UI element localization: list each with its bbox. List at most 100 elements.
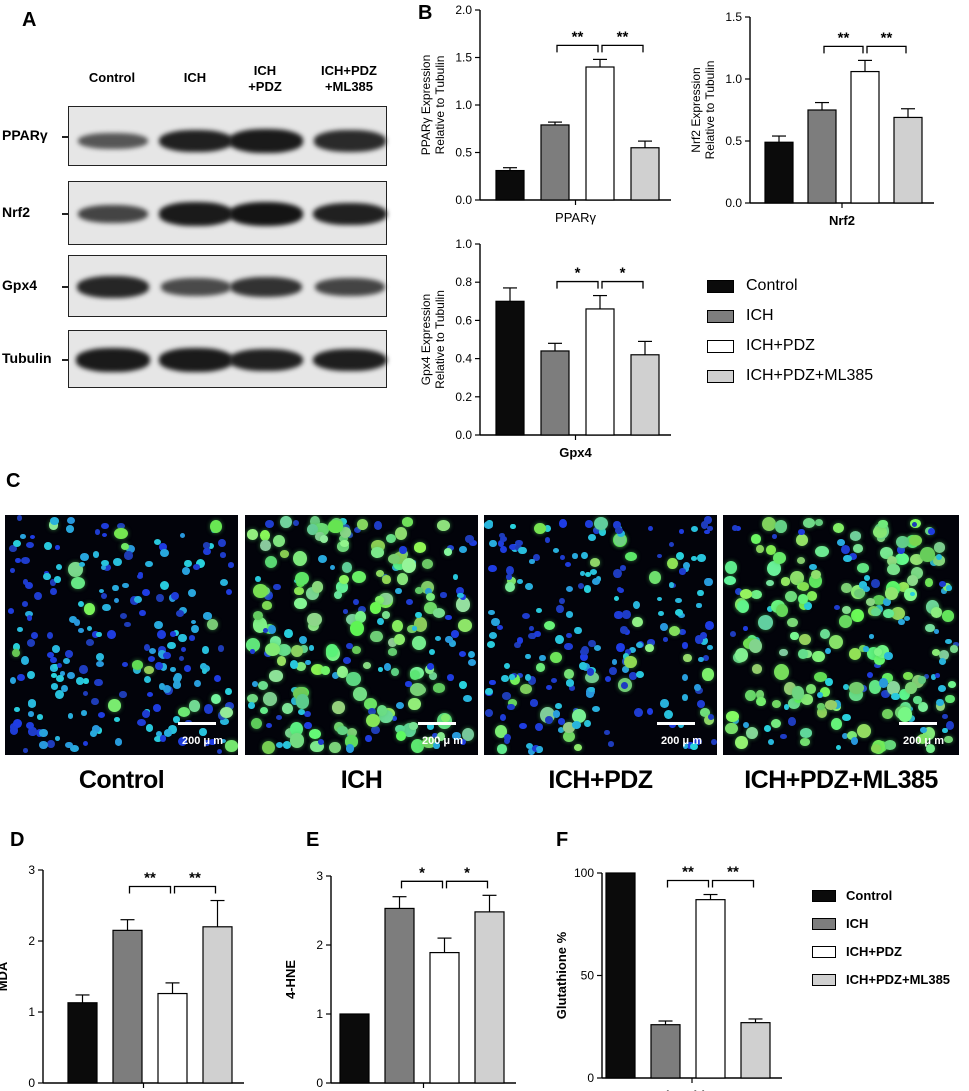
cell-nucleus [898, 707, 912, 722]
cell-nucleus [816, 702, 825, 711]
cell-nucleus [535, 607, 543, 614]
cell-nucleus [584, 520, 594, 528]
micrograph-title: ICH+PDZ+ML385 [744, 766, 938, 794]
cell-nucleus [124, 551, 133, 560]
cell-nucleus [878, 678, 888, 688]
cell-nucleus [257, 681, 268, 691]
cell-nucleus [265, 556, 278, 569]
cell-nucleus [619, 626, 629, 635]
cell-nucleus [70, 744, 79, 753]
cell-nucleus [552, 547, 559, 553]
cell-nucleus [647, 525, 653, 532]
cell-nucleus [525, 653, 531, 659]
significance-label: ** [881, 29, 893, 46]
cell-nucleus [142, 589, 150, 597]
blot-lane-label: ICH+PDZ +ML385 [321, 63, 377, 94]
cell-nucleus [71, 576, 86, 590]
cell-nucleus [17, 626, 23, 632]
significance-label: ** [144, 870, 156, 887]
cell-nucleus [751, 590, 763, 599]
panel-letter-f: F [556, 829, 569, 851]
cell-nucleus [315, 532, 325, 541]
cell-nucleus [798, 528, 805, 536]
cell-nucleus [279, 515, 292, 529]
cell-nucleus [224, 740, 238, 752]
cell-nucleus [176, 610, 185, 617]
cell-nucleus [345, 614, 359, 626]
cell-nucleus [856, 563, 869, 573]
cell-nucleus [94, 529, 100, 535]
cell-nucleus [99, 588, 105, 594]
cell-nucleus [775, 520, 787, 533]
cell-nucleus [805, 684, 817, 694]
cell-nucleus [835, 745, 841, 751]
cell-nucleus [593, 517, 608, 531]
cell-nucleus [734, 647, 749, 662]
cell-nucleus [506, 574, 512, 580]
cell-nucleus [196, 558, 205, 568]
cell-nucleus [518, 546, 527, 555]
cell-nucleus [841, 732, 848, 739]
cell-nucleus [694, 683, 701, 691]
cell-nucleus [293, 520, 300, 527]
cell-nucleus [758, 615, 774, 630]
cell-nucleus [432, 608, 445, 619]
cell-nucleus [415, 611, 422, 619]
cell-nucleus [566, 632, 572, 638]
blot-band [314, 277, 386, 297]
cell-nucleus [411, 626, 418, 631]
cell-nucleus [159, 735, 166, 742]
cell-nucleus [408, 721, 419, 731]
micrograph-ich-pdz-ml385: 200 μ m [723, 515, 959, 755]
cell-nucleus [800, 738, 810, 746]
cell-nucleus [12, 540, 21, 548]
blot-row-tick [62, 359, 68, 361]
cell-nucleus [509, 543, 517, 550]
cell-nucleus [751, 664, 763, 674]
cell-nucleus [97, 712, 106, 719]
cell-nucleus [101, 522, 109, 530]
cell-nucleus [732, 525, 738, 531]
cell-nucleus [745, 690, 756, 702]
cell-nucleus [853, 544, 864, 553]
cell-nucleus [563, 730, 576, 742]
cell-nucleus [770, 718, 782, 729]
cell-nucleus [804, 602, 812, 610]
cell-nucleus [841, 605, 851, 614]
cell-nucleus [945, 638, 952, 644]
cell-nucleus [946, 585, 953, 591]
cell-nucleus [182, 566, 191, 575]
y-axis-label: Nrf2 ExpressionRelative to Tubulin [689, 61, 717, 160]
y-tick-label: 1.0 [455, 237, 472, 251]
cell-nucleus [333, 590, 343, 599]
cell-nucleus [874, 662, 881, 669]
cell-nucleus [22, 748, 29, 754]
cell-nucleus [510, 674, 521, 685]
cell-nucleus [873, 525, 887, 538]
cell-nucleus [96, 661, 104, 668]
cell-nucleus [565, 679, 574, 687]
y-tick-label: 3 [316, 869, 323, 883]
cell-nucleus [584, 586, 592, 593]
cell-nucleus [342, 609, 349, 615]
cell-nucleus [887, 563, 901, 576]
cell-nucleus [953, 642, 959, 647]
cell-nucleus [158, 542, 168, 552]
cell-nucleus [662, 637, 669, 642]
cell-nucleus [159, 580, 169, 590]
significance-bracket [128, 885, 172, 894]
cell-nucleus [259, 706, 269, 715]
cell-nucleus [543, 524, 551, 532]
cell-nucleus [375, 596, 384, 604]
chart-pparg: 0.0 0.5 1.0 1.5 2.0 PPARγ ExpressionRelative … [419, 3, 671, 225]
cell-nucleus [699, 632, 707, 639]
cell-nucleus [335, 581, 349, 593]
cell-nucleus [93, 678, 103, 687]
cell-nucleus [377, 705, 388, 716]
cell-nucleus [9, 544, 17, 553]
cell-nucleus [305, 659, 312, 666]
cell-nucleus [459, 545, 467, 553]
cell-nucleus [112, 584, 119, 591]
cell-nucleus [146, 691, 153, 697]
legend-item: ICH+PDZ+ML385 [812, 972, 950, 987]
